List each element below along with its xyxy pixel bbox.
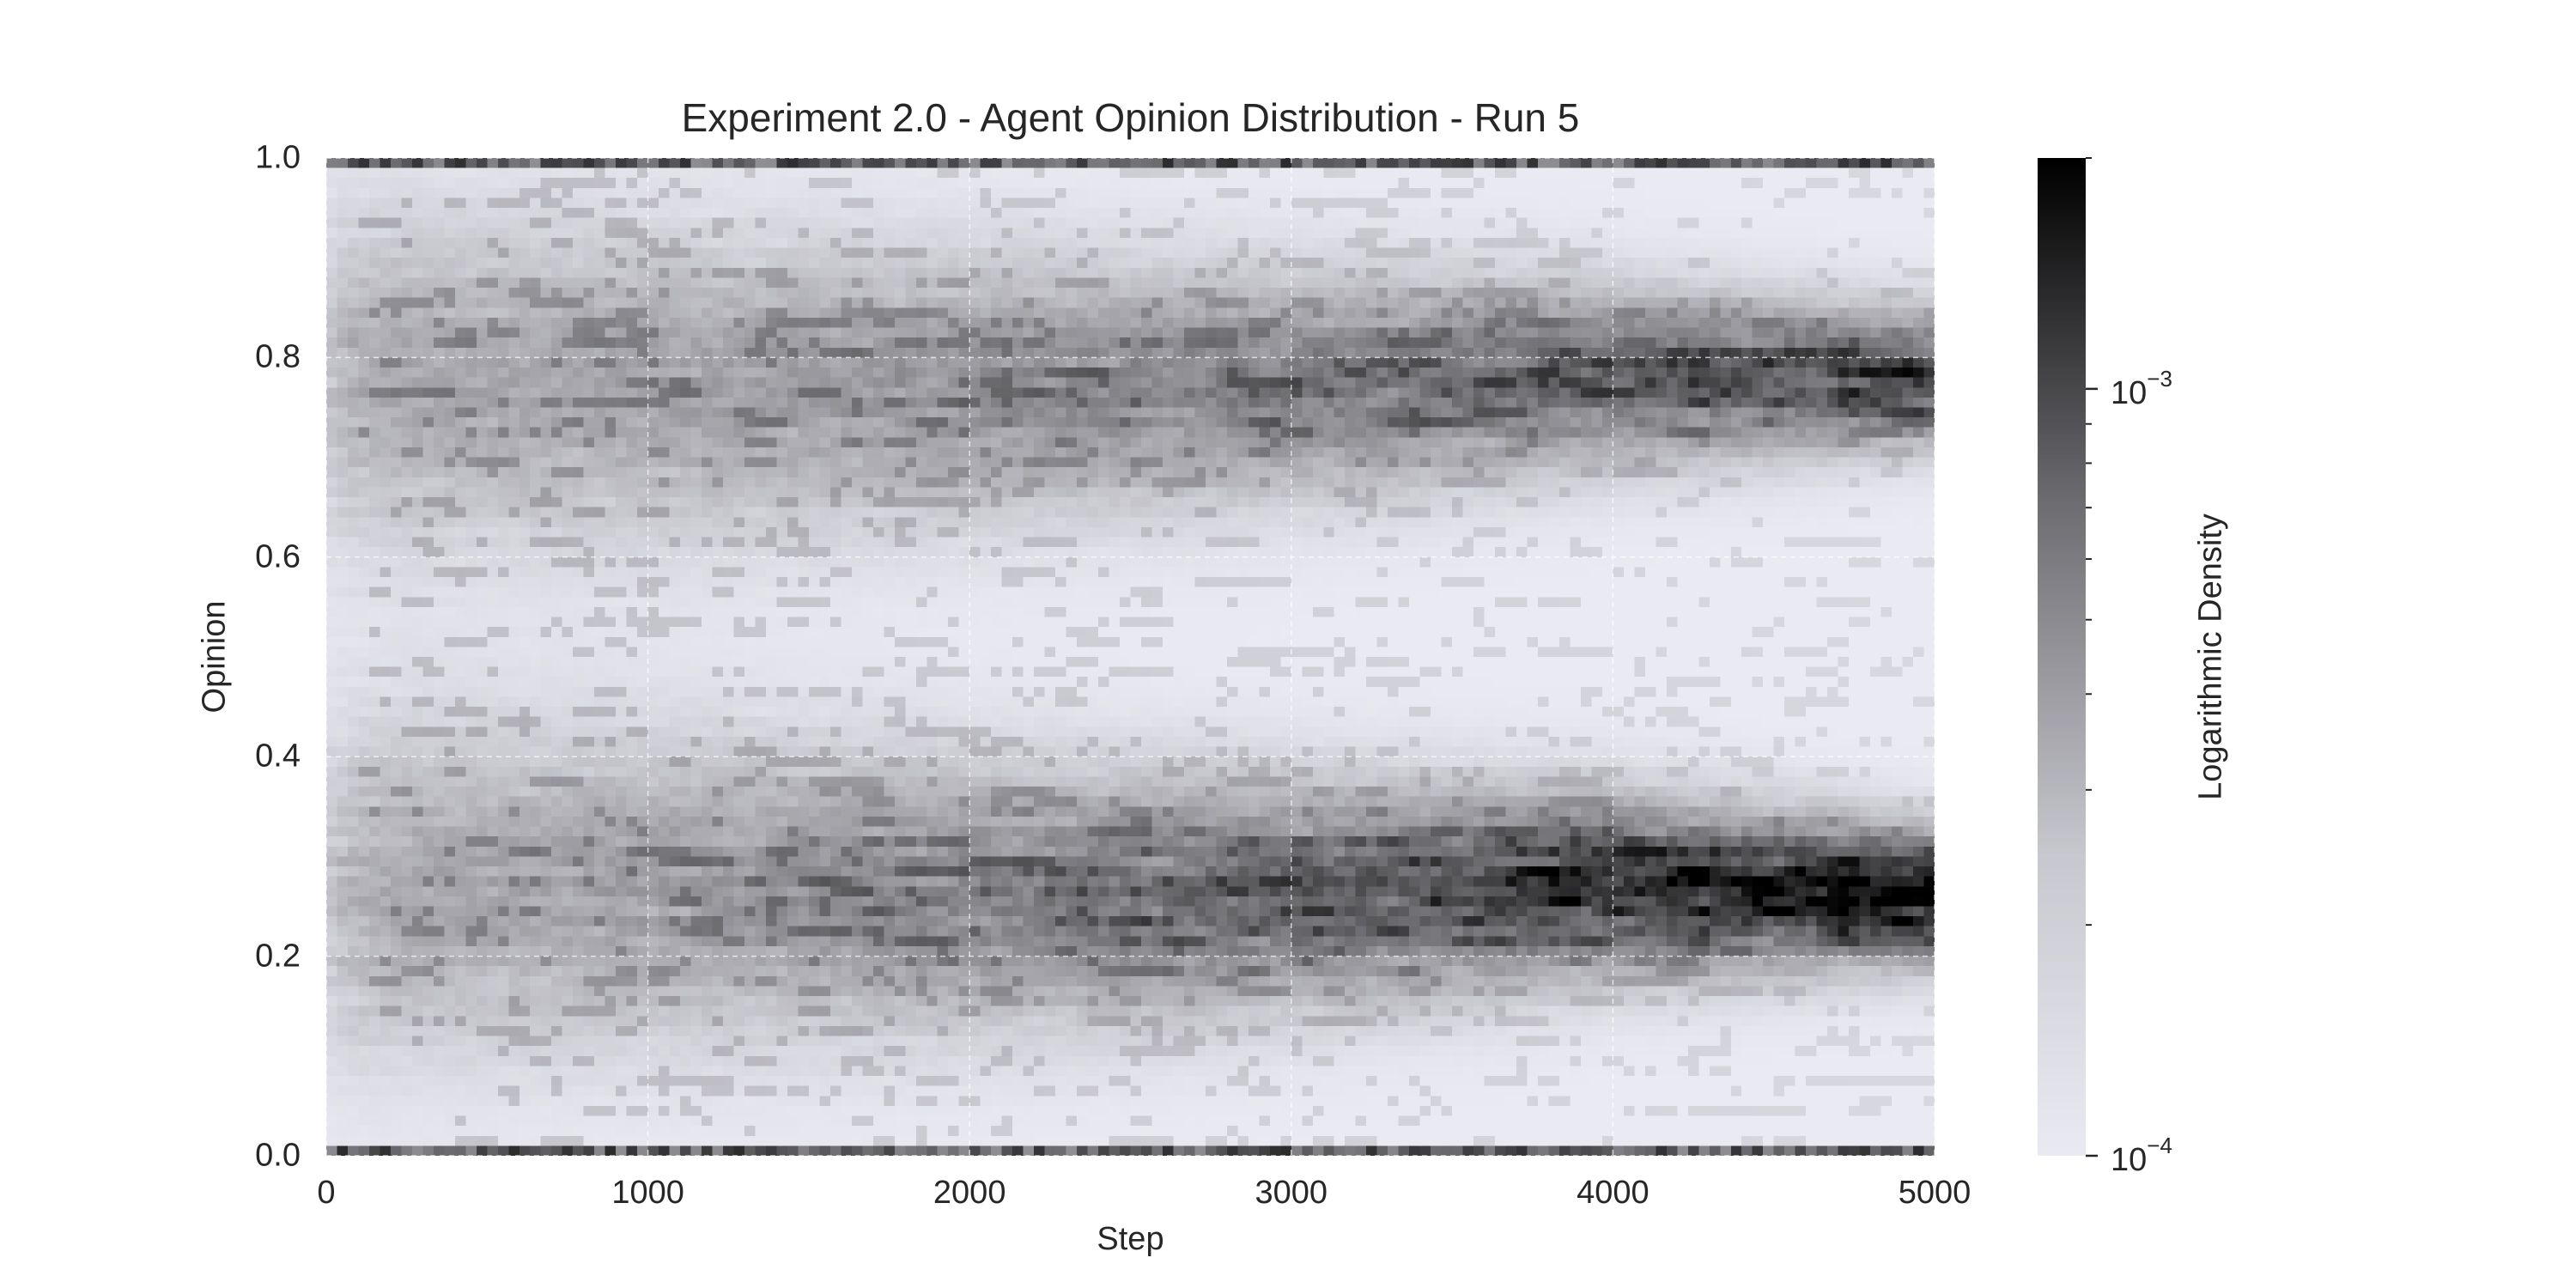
- y-tick-label: 0.2: [255, 938, 301, 975]
- heatmap-area: [326, 158, 1935, 1156]
- colorbar-tick-label: 10−3: [2111, 366, 2172, 412]
- x-tick-label: 0: [317, 1175, 336, 1211]
- x-tick-label: 1000: [611, 1175, 684, 1211]
- colorbar-tick-exponent: −4: [2147, 1133, 2172, 1158]
- x-tick-label: 3000: [1255, 1175, 1328, 1211]
- y-tick-label: 0.0: [255, 1137, 301, 1174]
- colorbar: [2038, 158, 2086, 1156]
- colorbar-tick-base: 10: [2111, 1142, 2148, 1178]
- colorbar-tick-exponent: −3: [2147, 365, 2172, 392]
- y-tick-label: 0.8: [255, 338, 301, 375]
- chart-title: Experiment 2.0 - Agent Opinion Distribut…: [681, 95, 1580, 140]
- x-tick-label: 5000: [1898, 1175, 1971, 1211]
- y-tick-label: 0.6: [255, 538, 301, 575]
- colorbar-tick-label: 10−4: [2111, 1133, 2172, 1179]
- y-tick-label: 0.4: [255, 738, 301, 775]
- colorbar-tick-base: 10: [2111, 374, 2148, 411]
- y-axis-label: Opinion: [196, 600, 233, 714]
- x-tick-label: 4000: [1577, 1175, 1649, 1211]
- colorbar-label: Logarithmic Density: [2192, 513, 2229, 800]
- x-tick-label: 2000: [933, 1175, 1006, 1211]
- x-axis-label: Step: [1097, 1221, 1164, 1257]
- y-tick-label: 1.0: [255, 139, 301, 176]
